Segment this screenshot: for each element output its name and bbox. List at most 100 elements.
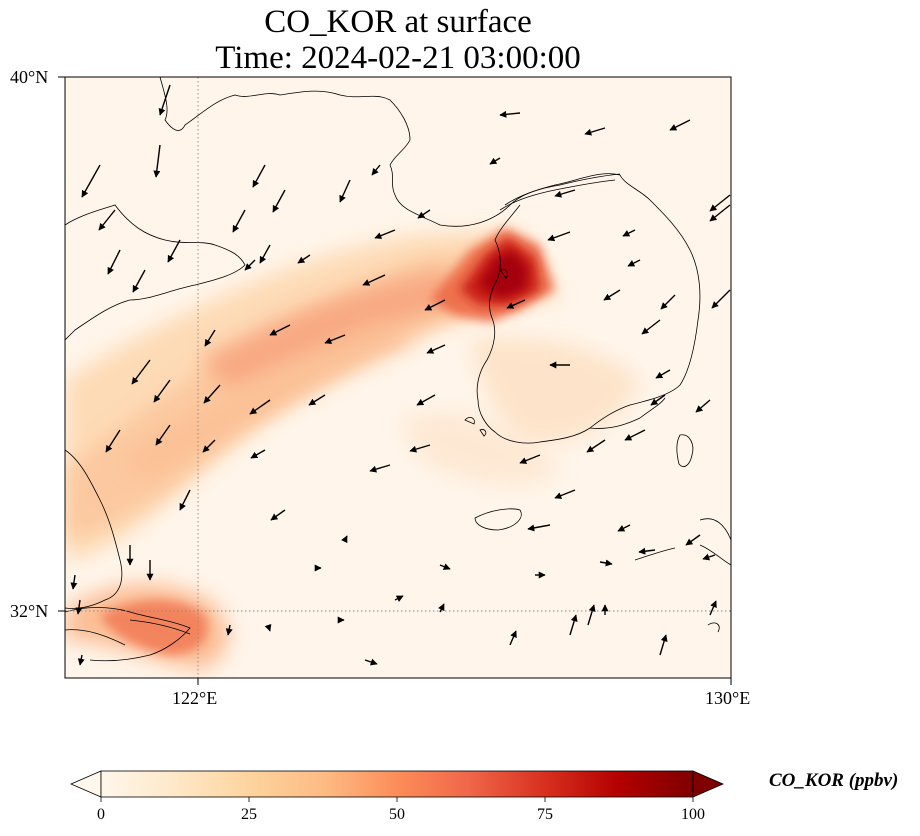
wind-arrow	[272, 189, 286, 213]
wind-arrow	[569, 614, 578, 636]
wind-arrow	[158, 84, 171, 116]
wind-arrow	[374, 229, 396, 239]
wind-arrow	[259, 244, 271, 264]
wind-arrow	[107, 249, 121, 275]
wind-arrow	[527, 524, 551, 532]
wind-arrow	[225, 624, 233, 636]
wind-arrow	[249, 399, 271, 415]
wind-arrow	[417, 209, 431, 219]
wind-arrow	[584, 127, 606, 136]
wind-arrow	[426, 344, 446, 354]
wind-arrow	[709, 194, 731, 212]
concentration-field	[65, 228, 640, 670]
wind-arrow	[586, 439, 606, 453]
wind-arrow	[232, 209, 246, 233]
map-frame	[64, 76, 732, 679]
wind-arrow	[695, 399, 711, 413]
wind-arrow	[650, 394, 666, 406]
wind-arrow	[362, 274, 386, 286]
wind-arrow	[308, 394, 326, 406]
wind-arrow	[509, 630, 517, 646]
wind-arrow	[669, 119, 691, 131]
wind-arrow	[132, 269, 146, 293]
wind-arrow	[641, 319, 661, 335]
gridlines	[65, 77, 731, 678]
wind-arrow	[153, 144, 161, 178]
wind-arrow	[369, 464, 391, 473]
wind-arrow	[339, 179, 351, 203]
colorbar	[69, 770, 725, 802]
wind-arrow	[603, 289, 621, 301]
wind-arrow	[424, 299, 446, 311]
wind-arrow	[81, 164, 101, 198]
wind-arrow	[269, 324, 291, 336]
wind-arrow	[702, 553, 716, 561]
wind-arrow	[371, 164, 381, 176]
wind-arrow	[554, 189, 576, 198]
wind-arrow	[547, 231, 571, 242]
wind-arrow	[624, 429, 646, 441]
wind-arrow	[438, 603, 445, 613]
wind-arrow	[203, 384, 221, 404]
wind-arrow	[499, 110, 521, 118]
wind-arrow	[489, 157, 501, 165]
title-line1: CO_KOR at surface	[264, 4, 532, 40]
wind-arrow	[711, 289, 731, 309]
wind-arrow	[554, 489, 576, 499]
colorbar-extend-low	[69, 770, 102, 798]
wind-arrow	[416, 394, 436, 406]
colorbar-tick-0: 0	[97, 806, 105, 823]
colorbar-tick-25: 25	[241, 806, 257, 823]
wind-arrow	[204, 329, 216, 347]
wind-arrow	[638, 547, 656, 555]
wind-arrow	[244, 259, 256, 271]
wind-arrow	[155, 424, 171, 446]
colorbar-tick-50: 50	[389, 806, 405, 823]
wind-arrow	[364, 658, 378, 666]
wind-arrow	[341, 535, 348, 544]
colorbar-gradient	[100, 770, 694, 798]
wind-arrow	[394, 595, 404, 602]
wind-arrow	[617, 524, 631, 532]
wind-arrow	[587, 604, 596, 626]
wind-arrow	[709, 600, 717, 616]
coastlines	[65, 77, 731, 662]
wind-arrow	[409, 444, 431, 453]
wind-arrow	[70, 574, 78, 590]
wind-arrow	[252, 164, 266, 188]
wind-arrow	[264, 623, 272, 632]
wind-arrow	[77, 654, 85, 666]
wind-arrow	[519, 454, 541, 464]
wind-arrow	[599, 559, 613, 567]
wind-arrows	[70, 84, 731, 666]
wind-arrow	[167, 239, 181, 263]
wind-arrow	[627, 259, 641, 267]
wind-arrow	[270, 509, 286, 521]
wind-arrow	[250, 449, 266, 459]
wind-arrow	[98, 209, 116, 231]
wind-arrow	[660, 294, 676, 310]
wind-arrow	[297, 254, 311, 264]
lon-tick-label-122e: 122°E	[172, 688, 218, 708]
wind-arrow	[324, 334, 346, 344]
wind-arrow	[105, 429, 121, 453]
colorbar-tick-100: 100	[681, 806, 705, 823]
colorbar-extend-high	[692, 770, 725, 798]
wind-arrow	[709, 204, 731, 222]
wind-arrow	[131, 359, 151, 385]
title-line2: Time: 2024-02-21 03:00:00	[215, 40, 581, 76]
wind-arrow	[506, 299, 526, 309]
wind-arrow	[622, 229, 636, 237]
lon-tick-label-130e: 130°E	[705, 688, 751, 708]
wind-arrow	[153, 379, 171, 403]
wind-arrow	[179, 489, 191, 511]
wind-arrow	[75, 599, 83, 615]
axis-ticks	[58, 76, 732, 685]
lat-tick-label-40n: 40°N	[10, 67, 49, 87]
colorbar-tick-75: 75	[537, 806, 553, 823]
wind-arrow	[202, 439, 216, 453]
map-panel	[65, 77, 731, 678]
wind-arrow	[659, 634, 668, 656]
colorbar-label: CO_KOR (ppbv)	[769, 770, 899, 791]
